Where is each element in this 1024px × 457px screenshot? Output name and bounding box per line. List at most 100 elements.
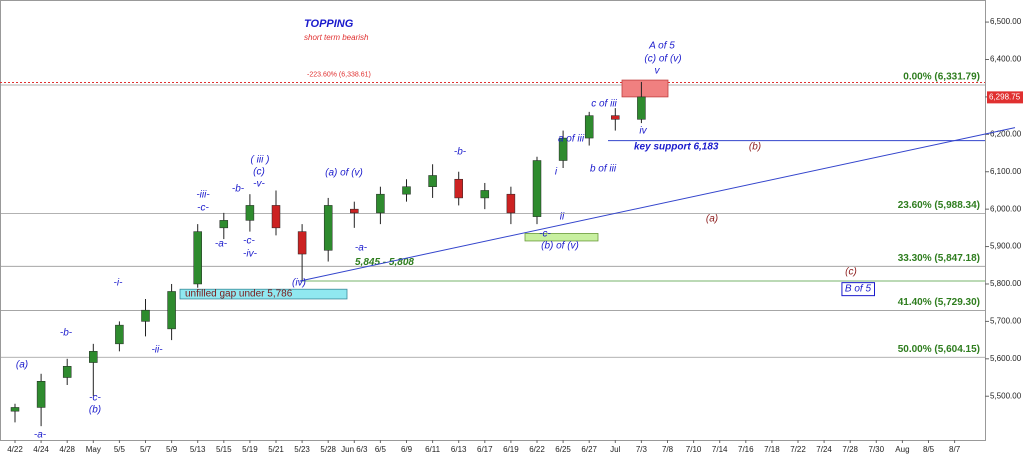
x-tick-label: 5/21: [268, 445, 284, 454]
wave-label: -b-: [232, 184, 245, 195]
fib-label: 0.00% (6,331.79): [903, 72, 980, 83]
fib-label: 23.60% (5,988.34): [898, 200, 980, 211]
wave-label: -c-: [539, 229, 551, 240]
wave-label: ( iii ): [251, 155, 270, 166]
candle-body: [376, 193, 385, 214]
x-tick-label: 6/5: [375, 445, 387, 454]
wave-label: B of 5: [845, 284, 872, 295]
chart-title: TOPPING: [304, 18, 354, 30]
wave-label: -c-: [89, 393, 101, 404]
candle-body: [167, 291, 176, 330]
x-tick-label: 7/22: [790, 445, 806, 454]
x-tick-label: 6/17: [477, 445, 493, 454]
zone-label: unfilled gap under 5,786: [185, 289, 293, 300]
fib-label: 33.30% (5,847.18): [898, 253, 980, 264]
last-price-label: 6,298.75: [989, 92, 1021, 101]
x-tick-label: 7/16: [738, 445, 754, 454]
label-box: [841, 282, 875, 297]
candle-body: [36, 381, 46, 408]
candle-body: [350, 208, 359, 214]
candle-body: [428, 175, 437, 187]
candle-body: [402, 186, 411, 195]
candle-body: [297, 231, 307, 255]
wave-label: -i-: [114, 278, 124, 289]
x-tick-label: 4/24: [33, 445, 49, 454]
y-tick-label: 5,900.00: [990, 242, 1022, 251]
x-tick-label: 7/30: [869, 445, 885, 454]
wave-label: (c) of (v): [644, 54, 681, 65]
wave-label: -iv-: [243, 249, 258, 260]
wave-label: (a): [16, 360, 28, 371]
candle-body: [89, 351, 98, 363]
candle-body: [193, 231, 202, 285]
wave-label: v: [655, 66, 661, 77]
x-tick-label: 6/19: [503, 445, 519, 454]
extension-label: -223.60% (6,338.61): [307, 71, 371, 78]
x-tick-label: 7/8: [662, 445, 674, 454]
x-tick-label: 6/9: [401, 445, 413, 454]
candle-body: [271, 205, 281, 229]
plot-frame: [0, 0, 986, 441]
wave-label: -c-: [197, 203, 209, 214]
y-tick-label: 5,800.00: [990, 279, 1022, 288]
wave-label: (a): [706, 214, 718, 225]
x-tick-label: 6/11: [425, 445, 441, 454]
x-tick-label: 5/7: [140, 445, 152, 454]
x-tick-label: 5/5: [114, 445, 126, 454]
x-tick-label: 5/28: [320, 445, 336, 454]
x-tick-label: 7/18: [764, 445, 780, 454]
y-tick-label: 5,700.00: [990, 317, 1022, 326]
y-tick-label: 6,500.00: [990, 17, 1022, 26]
wave-label: -iii-: [196, 190, 210, 201]
x-tick-label: 7/28: [842, 445, 858, 454]
candle-body: [62, 366, 72, 378]
y-tick-label: 6,200.00: [990, 129, 1022, 138]
candle-body: [115, 324, 124, 345]
x-tick-label: 4/28: [59, 445, 75, 454]
wave-label: (b): [89, 405, 101, 416]
last-price-tag: [987, 91, 1023, 104]
y-tick-label: 6,000.00: [990, 204, 1022, 213]
x-tick-label: 6/13: [451, 445, 467, 454]
x-tick-label: Jun 6/3: [341, 445, 368, 454]
wave-label: (c): [845, 267, 857, 278]
candle-body: [506, 193, 516, 214]
wave-label: -a-: [34, 430, 47, 441]
wave-label: iv: [639, 126, 647, 137]
x-tick-label: 8/7: [949, 445, 961, 454]
zone: [524, 233, 599, 242]
candle-body: [323, 205, 333, 251]
candle-body: [245, 205, 255, 221]
x-tick-label: 7/3: [636, 445, 648, 454]
zone: [179, 288, 348, 300]
key-support-label: key support 6,183: [634, 141, 719, 152]
wave-label: (iv): [292, 278, 306, 289]
wave-label: a of iii: [558, 134, 585, 145]
wave-label: i: [555, 167, 558, 178]
wave-label: b of iii: [590, 164, 617, 175]
x-tick-label: 6/25: [555, 445, 571, 454]
wave-label: (b) of (v): [541, 241, 579, 252]
x-tick-label: 6/27: [581, 445, 597, 454]
candle-body: [611, 115, 620, 120]
y-tick-label: 6,400.00: [990, 55, 1022, 64]
candle-body: [637, 96, 646, 120]
x-tick-label: 6/22: [529, 445, 545, 454]
y-tick-label: 5,600.00: [990, 354, 1022, 363]
x-tick-label: Aug: [895, 445, 909, 454]
wave-label: -c-: [243, 236, 255, 247]
x-tick-label: May: [86, 445, 101, 454]
x-tick-label: 5/23: [294, 445, 310, 454]
candle-body: [219, 220, 229, 229]
x-tick-label: 7/24: [816, 445, 832, 454]
wave-label: (c): [253, 167, 265, 178]
fib-label: 50.00% (5,604.15): [898, 344, 980, 355]
x-tick-label: 5/19: [242, 445, 258, 454]
x-tick-label: Jul: [610, 445, 620, 454]
wave-label: -b-: [60, 328, 73, 339]
chart-subtitle: short term bearish: [304, 33, 369, 42]
x-tick-label: 4/22: [7, 445, 23, 454]
x-tick-label: 5/9: [166, 445, 178, 454]
x-tick-label: 7/10: [686, 445, 702, 454]
